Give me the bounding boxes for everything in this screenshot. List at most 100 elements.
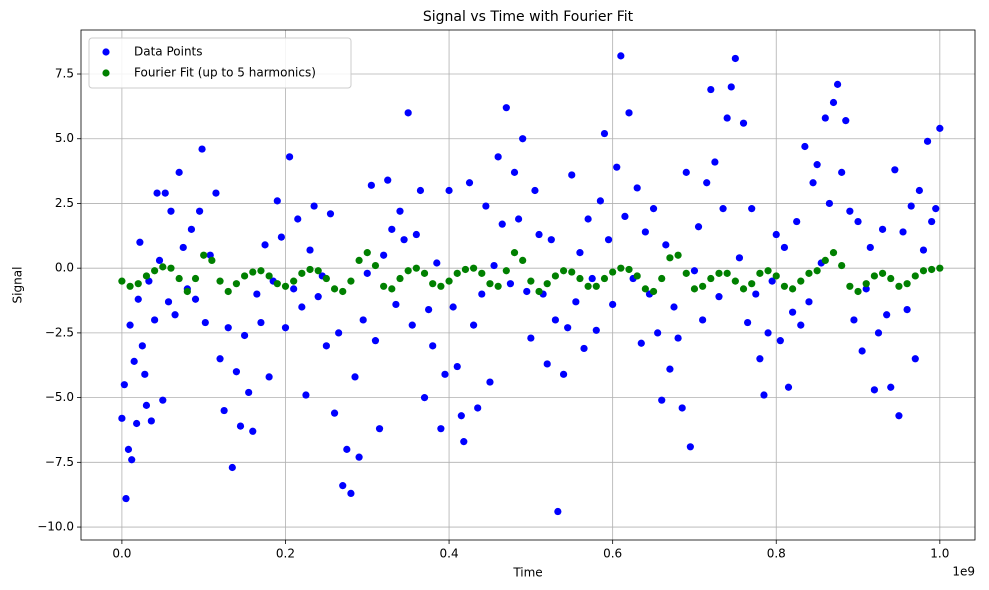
data-point [801, 142, 809, 151]
data-point [625, 265, 633, 274]
data-point [460, 438, 468, 446]
data-point [171, 311, 179, 319]
data-point [649, 205, 658, 213]
data-point [470, 264, 478, 272]
data-point [134, 295, 142, 303]
data-point [298, 269, 306, 277]
x-tick-label: 1.0 [930, 547, 949, 561]
data-point [290, 277, 298, 285]
data-point [420, 269, 429, 277]
y-tick-label: −10.0 [37, 520, 74, 534]
data-point [547, 236, 555, 244]
data-point [854, 217, 862, 226]
data-point [310, 202, 318, 210]
data-point [339, 482, 347, 490]
x-tick-label: 0.2 [276, 547, 295, 561]
data-point [167, 264, 175, 272]
data-point [519, 256, 527, 265]
data-point [375, 425, 384, 433]
data-point [936, 124, 944, 132]
data-point [813, 267, 821, 275]
data-point [245, 388, 253, 397]
data-point [789, 308, 797, 316]
data-point [658, 274, 666, 283]
data-point [363, 269, 371, 277]
data-point [363, 249, 371, 257]
data-point [789, 285, 797, 293]
data-point [412, 230, 420, 239]
data-point [654, 329, 662, 337]
data-point [232, 368, 241, 376]
data-point [682, 168, 690, 176]
data-point [224, 287, 232, 296]
data-point [870, 386, 878, 394]
data-point [727, 83, 735, 91]
data-point [198, 145, 206, 153]
data-point [784, 383, 793, 391]
data-point [249, 268, 257, 276]
data-point [200, 251, 208, 259]
data-point [846, 207, 854, 215]
data-point [142, 272, 151, 280]
data-point [805, 269, 813, 277]
data-point [355, 256, 363, 265]
data-point [134, 280, 142, 288]
data-point [175, 168, 183, 176]
data-point [531, 186, 539, 195]
data-point [404, 267, 412, 275]
y-tick-label: 7.5 [55, 67, 74, 81]
data-point [874, 329, 883, 337]
data-point [425, 305, 433, 314]
data-point [666, 365, 674, 373]
data-point [118, 277, 126, 285]
data-point [641, 285, 649, 293]
data-point [584, 282, 592, 290]
data-point [404, 109, 412, 117]
data-point [126, 282, 134, 290]
data-point [220, 406, 228, 415]
data-point [821, 114, 829, 122]
chart-title: Signal vs Time with Fourier Fit [423, 9, 634, 25]
data-point [797, 321, 805, 329]
data-point [216, 277, 224, 285]
data-point [731, 277, 739, 285]
data-point [764, 329, 772, 337]
data-point [527, 334, 535, 342]
data-point [126, 321, 134, 329]
y-tick-label: −7.5 [45, 455, 74, 469]
data-point [384, 176, 392, 184]
data-point [846, 282, 854, 290]
data-point [600, 129, 609, 138]
data-point [249, 427, 257, 435]
data-point [919, 246, 928, 254]
data-point [240, 331, 249, 340]
data-point [502, 104, 510, 112]
data-point [707, 85, 715, 94]
x-axis-label: Time [512, 566, 542, 580]
data-point [141, 370, 149, 378]
data-point [486, 280, 494, 288]
data-point [343, 445, 351, 453]
data-point [858, 347, 866, 355]
data-point [866, 243, 874, 252]
data-point [838, 168, 846, 176]
data-point [809, 179, 817, 187]
data-point [510, 168, 519, 176]
data-point [572, 298, 580, 306]
data-point [793, 217, 801, 226]
data-point [339, 287, 347, 296]
data-point [604, 236, 613, 244]
data-point [907, 202, 915, 210]
data-point [133, 419, 141, 428]
data-point [932, 205, 940, 213]
data-point [829, 98, 838, 107]
data-point [723, 114, 731, 122]
data-point [596, 197, 604, 205]
data-point [236, 422, 245, 430]
data-point [568, 171, 576, 179]
data-point [457, 412, 465, 420]
data-point [613, 163, 621, 171]
x-tick-label: 0.8 [767, 547, 786, 561]
